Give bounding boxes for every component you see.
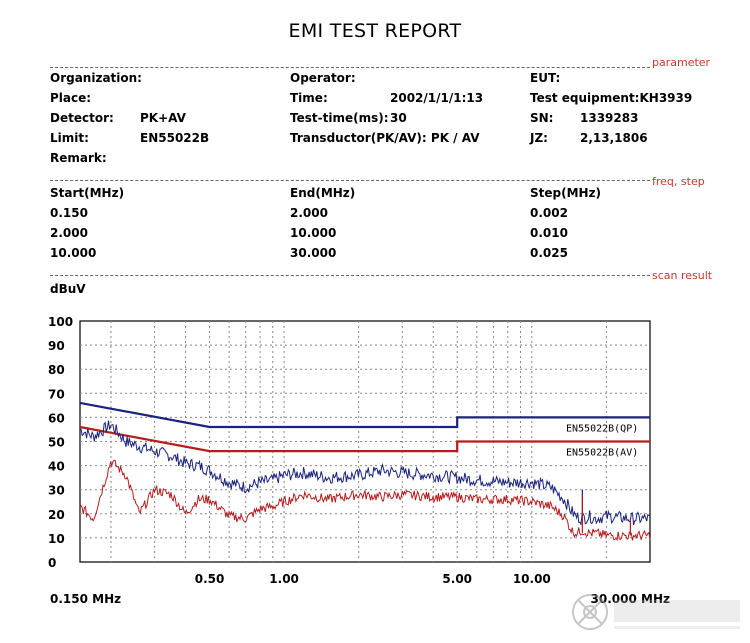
- operator-label: Operator:: [290, 71, 356, 85]
- freq-header-step: Step(MHz): [530, 186, 602, 200]
- eut-label: EUT:: [530, 71, 561, 85]
- section-separator: [50, 275, 650, 276]
- limit-label-av: EN55022B(AV): [566, 448, 638, 459]
- remark-label: Remark:: [50, 151, 107, 165]
- y-tick-label: 0: [48, 556, 56, 570]
- freq-cell: 0.150: [50, 206, 88, 220]
- y-tick-label: 30: [48, 484, 65, 498]
- limit-line-qp: [79, 401, 650, 429]
- y-tick-label: 90: [48, 339, 65, 353]
- freq-header-end: End(MHz): [290, 186, 356, 200]
- test-equipment: Test equipment:KH3939: [530, 91, 693, 105]
- y-tick-label: 70: [48, 387, 65, 401]
- freq-cell: 0.025: [530, 246, 568, 260]
- freq-header-start: Start(MHz): [50, 186, 125, 200]
- x-end-label: 30.000 MHz: [591, 592, 670, 606]
- section-label-freq-step: freq, step: [652, 175, 705, 188]
- limit-value: EN55022B: [140, 131, 210, 145]
- limit-label-qp: EN55022B(QP): [566, 423, 638, 434]
- measured-trace-average: [79, 459, 651, 542]
- sn-label: SN:: [530, 111, 554, 125]
- jz-label: JZ:: [530, 131, 548, 145]
- sn-value: 1339283: [580, 111, 639, 125]
- section-separator: [50, 67, 650, 68]
- transductor: Transductor(PK/AV): PK / AV: [290, 131, 480, 145]
- freq-cell: 10.000: [290, 226, 337, 240]
- freq-cell: 0.010: [530, 226, 568, 240]
- organization-label: Organization:: [50, 71, 142, 85]
- y-tick-label: 100: [48, 315, 73, 329]
- watermark-logo: [572, 594, 740, 630]
- x-tick-label: 0.50: [195, 572, 225, 586]
- freq-cell: 2.000: [290, 206, 328, 220]
- freq-cell: 2.000: [50, 226, 88, 240]
- freq-cell: 30.000: [290, 246, 337, 260]
- detector-value: PK+AV: [140, 111, 186, 125]
- x-start-label: 0.150 MHz: [50, 592, 121, 606]
- y-tick-label: 50: [48, 436, 65, 450]
- place-label: Place:: [50, 91, 92, 105]
- x-tick-label: 5.00: [442, 572, 472, 586]
- y-tick-label: 10: [48, 532, 65, 546]
- detector-label: Detector:: [50, 111, 114, 125]
- time-value: 2002/1/1/1:13: [390, 91, 484, 105]
- jz-value: 2,13,1806: [580, 131, 648, 145]
- section-label-parameter: parameter: [652, 56, 711, 69]
- y-tick-label: 80: [48, 363, 65, 377]
- measured-trace-peak: [79, 420, 651, 526]
- y-tick-label: 40: [48, 460, 65, 474]
- x-tick-label: 10.00: [513, 572, 551, 586]
- test-time-value: 30: [390, 111, 407, 125]
- time-label: Time:: [290, 91, 328, 105]
- report-title: EMI TEST REPORT: [288, 20, 462, 42]
- y-axis-label: dBuV: [50, 282, 86, 296]
- x-tick-label: 1.00: [269, 572, 299, 586]
- freq-cell: 0.002: [530, 206, 568, 220]
- freq-cell: 10.000: [50, 246, 97, 260]
- section-label-scan-result: scan result: [652, 269, 713, 282]
- limit-label: Limit:: [50, 131, 89, 145]
- y-tick-label: 60: [48, 411, 65, 425]
- test-time-label: Test-time(ms):: [290, 111, 389, 125]
- y-tick-label: 20: [48, 508, 65, 522]
- limit-line-av: [79, 425, 650, 453]
- section-separator: [50, 180, 650, 181]
